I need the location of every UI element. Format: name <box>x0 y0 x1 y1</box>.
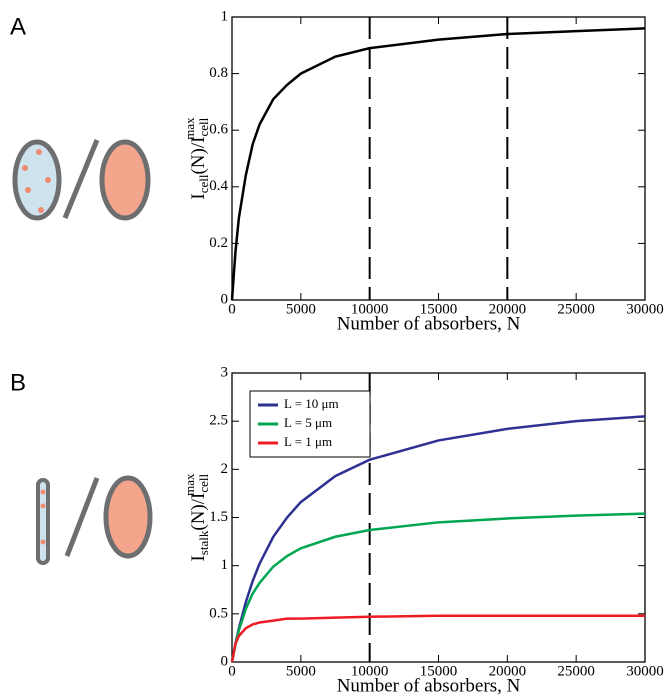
x-tick-label: 0 <box>228 663 236 679</box>
x-tick-label: 0 <box>228 301 236 317</box>
y-axis-label-part: max <box>182 473 197 496</box>
y-tick-label: 0 <box>221 653 229 669</box>
x-tick-label: 30000 <box>626 663 664 679</box>
legend-label: L = 5 μm <box>284 415 332 430</box>
y-tick-label: 1.5 <box>209 509 228 525</box>
y-axis-label-part: cell <box>196 117 211 136</box>
y-tick-label: 2.5 <box>209 413 228 429</box>
x-tick-label: 30000 <box>626 301 664 317</box>
y-axis-label-part: cell <box>196 473 211 492</box>
y-axis-label-part: (N)/I <box>188 493 209 531</box>
x-tick-label: 10000 <box>351 301 389 317</box>
y-axis-label-part: (N)/I <box>188 137 209 175</box>
y-axis-label: Icell(N)/Icellmax <box>182 117 211 200</box>
y-tick-label: 0.4 <box>209 178 228 194</box>
cell-icon-a <box>12 139 151 221</box>
y-axis-label-part: stalk <box>196 530 211 555</box>
y-tick-label: 0.6 <box>209 122 228 138</box>
x-tick-label: 20000 <box>489 301 527 317</box>
data-line <box>230 27 646 301</box>
y-axis-label-part: I <box>188 193 209 199</box>
y-tick-label: 0.2 <box>209 235 228 251</box>
y-axis-label-part: max <box>182 117 197 140</box>
panel-label: A <box>10 13 26 40</box>
x-tick-label: 25000 <box>557 301 595 317</box>
x-tick-label: 25000 <box>557 663 595 679</box>
panel-label: B <box>10 369 26 396</box>
legend-label: L = 10 μm <box>284 396 339 411</box>
x-tick-label: 15000 <box>420 301 458 317</box>
y-axis-label-part: cell <box>196 174 211 193</box>
x-tick-label: 10000 <box>351 663 389 679</box>
y-axis-label-part: I <box>188 555 209 561</box>
x-tick-label: 15000 <box>420 663 458 679</box>
x-axis-label: Number of absorbers, N <box>337 313 521 334</box>
data-line <box>230 614 645 663</box>
cell-icon-b <box>36 475 153 565</box>
y-tick-label: 0 <box>221 291 229 307</box>
y-axis-label: Istalk(N)/Icellmax <box>182 473 211 562</box>
legend-label: L = 1 μm <box>284 434 332 449</box>
x-tick-label: 20000 <box>489 663 527 679</box>
y-tick-label: 0.5 <box>209 605 228 621</box>
y-tick-label: 1 <box>221 8 229 24</box>
data-line <box>230 512 646 663</box>
x-tick-label: 5000 <box>286 663 316 679</box>
plot-frame <box>231 16 646 301</box>
x-axis-label: Number of absorbers, N <box>337 675 521 696</box>
y-tick-label: 2 <box>221 461 229 477</box>
y-tick-label: 0.8 <box>209 65 228 81</box>
y-tick-label: 3 <box>221 364 229 380</box>
y-tick-label: 1 <box>221 557 229 573</box>
x-tick-label: 5000 <box>286 301 316 317</box>
